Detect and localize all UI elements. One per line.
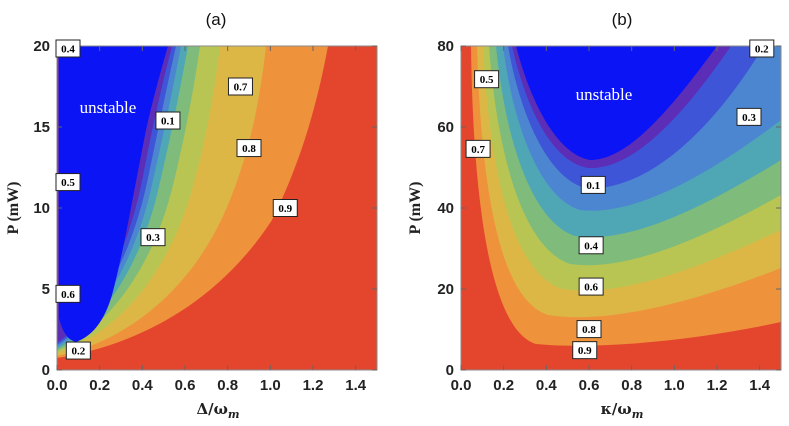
- panel-a-contour-label-text: 0.2: [71, 346, 85, 358]
- panel-b-contour-label-text: 0.5: [480, 74, 494, 86]
- panel-b-contour-label-text: 0.1: [586, 180, 600, 192]
- panel-b-contour-label-text: 0.7: [471, 144, 485, 156]
- panel-b-contour-label-0.2: 0.2: [749, 39, 775, 58]
- panel-b-xtick-label: 1.0: [664, 377, 685, 394]
- panel-b-contour-label-text: 0.9: [578, 345, 592, 357]
- panel-b-contour-label-0.8: 0.8: [576, 320, 602, 339]
- panel-a-contour-label-box: [140, 228, 166, 247]
- panel-b-contour-labels: 0.2 0.5 0.3 0.7 0.1 0.4 0.6 0.8 0.9: [465, 39, 775, 360]
- panel-a-contour-label-0.6: 0.6: [55, 284, 81, 303]
- panel-b-contour-label-box: [576, 320, 602, 339]
- panel-a: (a) 0.0 0.2 0.4 0.6 0.8 1.0 1.2 1.4 0 5 10 15 20 uns…: [5, 10, 378, 421]
- panel-b-xtick-label: 0.0: [451, 377, 472, 394]
- panel-b-ytick-label: 20: [437, 281, 454, 298]
- panel-a-contour-label-0.5: 0.5: [55, 173, 81, 192]
- panel-b-contour-label-0.4: 0.4: [578, 236, 604, 255]
- panel-a-xtick-label: 0.8: [217, 377, 238, 394]
- panel-b-contour-label-box: [578, 277, 604, 296]
- panel-b-contour-label-box: [572, 341, 598, 360]
- panel-a-contour-label-text: 0.6: [61, 289, 75, 301]
- panel-a-ytick-label: 10: [33, 200, 50, 217]
- panel-b-contour-label-box: [474, 70, 500, 89]
- panel-a-xtick-label: 0.4: [132, 377, 154, 394]
- panel-b-contour-label-box: [465, 139, 491, 158]
- panel-b: (b) 0.0 0.2 0.4 0.6 0.8 1.0 1.2 1.4 0 20 40 60 80 un…: [407, 10, 782, 421]
- panel-a-xtick-label: 0.6: [175, 377, 196, 394]
- panel-b-contour-label-0.7: 0.7: [465, 139, 491, 158]
- panel-b-ytick-label: 40: [437, 200, 454, 217]
- panel-a-contour-label-text: 0.4: [61, 44, 75, 56]
- panel-b-contour-label-0.5: 0.5: [474, 70, 500, 89]
- panel-a-ytick-label: 15: [33, 119, 50, 136]
- panel-b-xtick-label: 0.2: [493, 377, 514, 394]
- panel-a-contour-label-box: [55, 284, 81, 303]
- panel-a-xlabel: Δ/ωm: [196, 400, 239, 421]
- panel-b-ytick-label: 0: [446, 362, 454, 379]
- panel-a-contour-label-text: 0.8: [242, 143, 256, 155]
- panel-b-contour-label-box: [580, 175, 606, 194]
- panel-b-contour-label-box: [749, 39, 775, 58]
- panel-b-xtick-label: 0.6: [579, 377, 600, 394]
- panel-a-contour-label-box: [55, 39, 81, 58]
- panel-a-contour-label-0.1: 0.1: [155, 111, 181, 130]
- panel-b-contour-label-0.1: 0.1: [580, 175, 606, 194]
- panel-a-contour-label-box: [55, 173, 81, 192]
- panel-a-ticks: 0.0 0.2 0.4 0.6 0.8 1.0 1.2 1.4 0 5 10 15 20: [33, 38, 377, 394]
- panel-a-contour-label-0.8: 0.8: [236, 139, 262, 158]
- panel-b-ylabel: P (mW): [407, 182, 424, 235]
- panel-b-contour-label-text: 0.2: [755, 44, 769, 56]
- panel-a-contour-label-box: [65, 341, 91, 360]
- panel-a-contour-label-text: 0.9: [278, 203, 292, 215]
- panel-b-contour-label-text: 0.4: [584, 240, 598, 252]
- panel-a-xtick-label: 1.0: [260, 377, 281, 394]
- panel-a-unstable-region: [59, 46, 168, 342]
- panel-a-contour-label-text: 0.5: [61, 177, 75, 189]
- panel-a-ytick-label: 0: [42, 362, 50, 379]
- panel-a-contour-label-0.9: 0.9: [272, 199, 298, 217]
- panel-a-contour-label-text: 0.7: [234, 82, 248, 94]
- panel-a-contour-labels: 0.4 0.7 0.1 0.8 0.5 0.9 0.3 0.6 0.2: [55, 39, 298, 360]
- panel-a-contour-label-box: [236, 139, 262, 158]
- panel-a-contour-label-text: 0.1: [161, 116, 175, 128]
- panel-a-contour-label-0.3: 0.3: [140, 228, 166, 247]
- panel-a-xtick-label: 0.0: [47, 377, 68, 394]
- panel-a-xtick-label: 0.2: [89, 377, 110, 394]
- panel-a-contour-label-text: 0.3: [146, 232, 160, 244]
- panel-b-xtick-label: 1.2: [707, 377, 728, 394]
- panel-b-region-label: unstable: [576, 85, 633, 104]
- panel-b-xlabel: κ/ωm: [601, 400, 644, 421]
- panel-a-contour-label-0.2: 0.2: [65, 341, 91, 360]
- panel-a-xtick-label: 1.4: [345, 377, 367, 394]
- panel-b-contour-label-0.9: 0.9: [572, 341, 598, 360]
- panel-b-unstable-region: [516, 46, 717, 160]
- panel-a-plot-area: [57, 46, 377, 370]
- panel-a-region-label: unstable: [80, 98, 137, 117]
- panel-a-contour-label-0.7: 0.7: [227, 77, 253, 96]
- panel-a-contour-label-box: [227, 77, 253, 96]
- panel-a-ytick-label: 20: [33, 38, 50, 55]
- panel-a-ytick-label: 5: [42, 281, 50, 298]
- panel-b-plot-area: [461, 46, 781, 370]
- panel-b-xtick-label: 0.8: [621, 377, 642, 394]
- panel-b-ytick-label: 80: [437, 38, 454, 55]
- panel-b-ytick-label: 60: [437, 119, 454, 136]
- panel-a-xtick-label: 1.2: [303, 377, 324, 394]
- panel-a-contour-label-0.4: 0.4: [55, 39, 81, 58]
- panel-a-title: (a): [206, 10, 227, 29]
- panel-b-contour-label-box: [736, 107, 762, 126]
- panel-b-xtick-label: 1.4: [749, 377, 771, 394]
- panel-a-contour-label-box: [155, 111, 181, 130]
- panel-b-xtick-label: 0.4: [536, 377, 558, 394]
- panel-b-contour-label-text: 0.6: [584, 282, 598, 294]
- panel-b-contour-label-text: 0.3: [742, 112, 756, 124]
- panel-b-contour-label-0.3: 0.3: [736, 107, 762, 126]
- panel-b-contour-label-text: 0.8: [582, 324, 596, 336]
- panel-a-contour-label-box: [272, 199, 298, 217]
- panel-b-contour-label-0.6: 0.6: [578, 277, 604, 296]
- panel-b-contour-label-box: [578, 236, 604, 255]
- panel-a-ylabel: P (mW): [5, 182, 22, 235]
- panel-b-title: (b): [612, 10, 633, 29]
